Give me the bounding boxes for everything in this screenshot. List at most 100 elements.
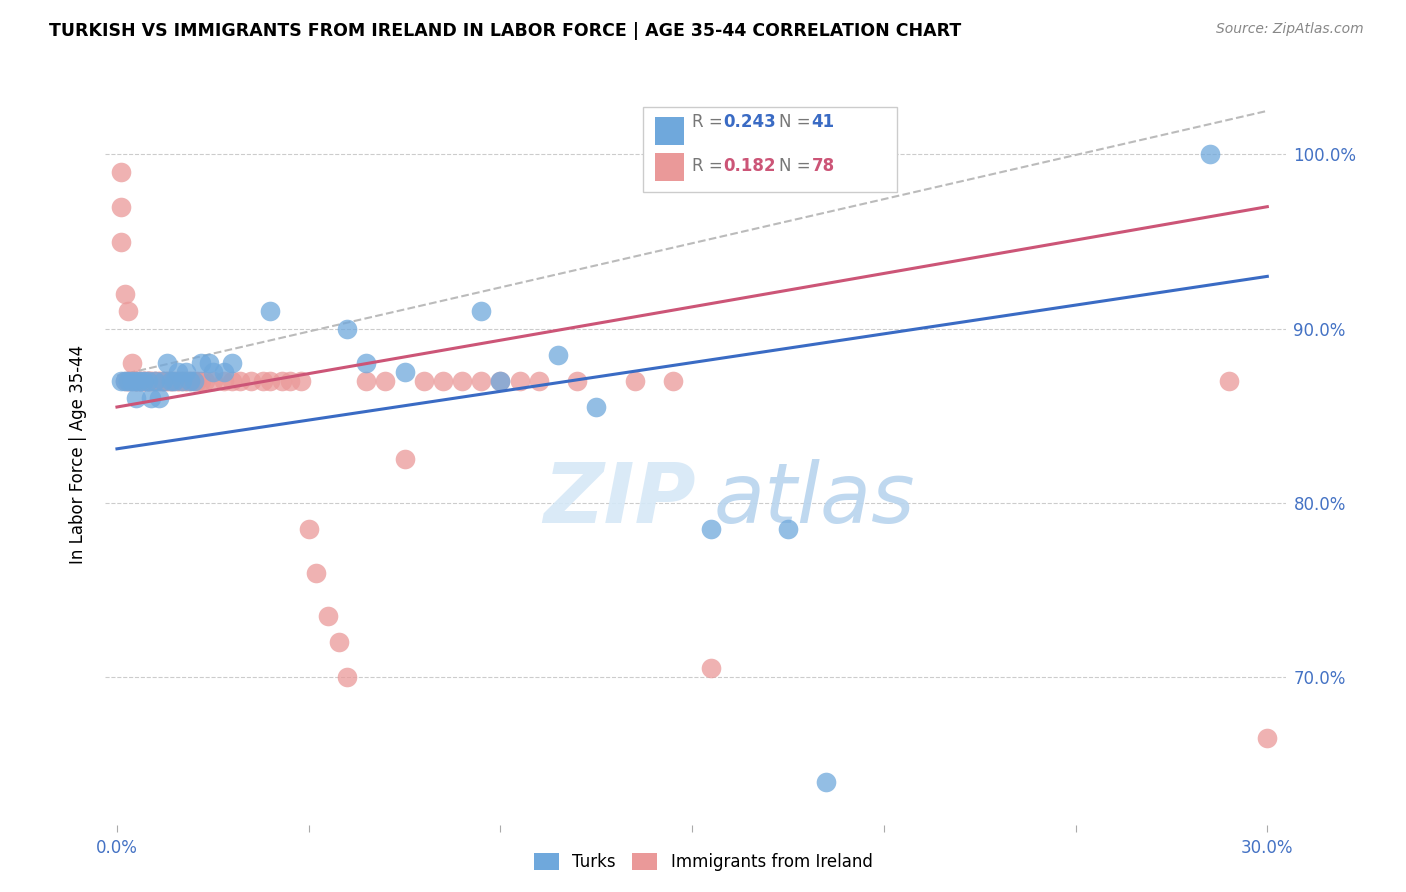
Point <box>125 374 148 388</box>
Point <box>328 635 350 649</box>
Point <box>129 374 152 388</box>
Point <box>201 365 224 379</box>
Point <box>451 374 474 388</box>
Point <box>121 374 143 388</box>
Y-axis label: In Labor Force | Age 35-44: In Labor Force | Age 35-44 <box>69 345 87 565</box>
Point <box>565 374 588 388</box>
Point <box>159 374 181 388</box>
Point <box>174 365 197 379</box>
Point <box>214 374 236 388</box>
Point <box>470 374 492 388</box>
Point <box>270 374 292 388</box>
Text: 78: 78 <box>811 157 835 175</box>
Point <box>221 356 243 370</box>
Point <box>136 374 159 388</box>
Point <box>1218 374 1240 388</box>
Point <box>190 374 212 388</box>
Point <box>136 374 159 388</box>
Point <box>156 374 179 388</box>
Point <box>198 356 221 370</box>
Text: N =: N = <box>779 112 815 131</box>
Point <box>110 235 132 249</box>
Text: 41: 41 <box>811 112 835 131</box>
Point <box>143 374 166 388</box>
Point <box>354 356 377 370</box>
Point <box>509 374 531 388</box>
Point <box>167 374 190 388</box>
Point <box>374 374 396 388</box>
Point <box>700 522 723 536</box>
Point <box>152 374 174 388</box>
Point <box>305 566 328 580</box>
Point <box>167 365 190 379</box>
Point <box>136 374 159 388</box>
Point <box>148 374 170 388</box>
Point <box>148 392 170 406</box>
Point <box>412 374 434 388</box>
Text: Source: ZipAtlas.com: Source: ZipAtlas.com <box>1216 22 1364 37</box>
Point <box>214 365 236 379</box>
Point <box>776 522 799 536</box>
Point <box>298 522 321 536</box>
Point <box>159 374 181 388</box>
Text: atlas: atlas <box>714 458 915 540</box>
Point <box>117 304 139 318</box>
Point <box>662 374 685 388</box>
Point <box>121 356 143 370</box>
Point <box>489 374 512 388</box>
Point <box>143 374 166 388</box>
Point <box>172 374 194 388</box>
Point <box>152 374 174 388</box>
Point <box>194 374 217 388</box>
Point <box>183 374 205 388</box>
Point <box>179 374 201 388</box>
Point <box>470 304 492 318</box>
Point <box>1256 731 1278 745</box>
Point <box>156 356 179 370</box>
Point <box>110 165 132 179</box>
Point <box>132 374 155 388</box>
Point <box>148 374 170 388</box>
Point <box>163 374 186 388</box>
Point <box>623 374 645 388</box>
Point <box>114 374 136 388</box>
Point <box>136 374 159 388</box>
Point <box>179 374 201 388</box>
Point <box>1198 147 1220 161</box>
Point <box>290 374 312 388</box>
Point <box>110 200 132 214</box>
Point <box>259 374 281 388</box>
Point <box>132 374 155 388</box>
Point <box>129 374 152 388</box>
Text: TURKISH VS IMMIGRANTS FROM IRELAND IN LABOR FORCE | AGE 35-44 CORRELATION CHART: TURKISH VS IMMIGRANTS FROM IRELAND IN LA… <box>49 22 962 40</box>
Point <box>125 374 148 388</box>
Text: 0.182: 0.182 <box>723 157 776 175</box>
Text: 0.243: 0.243 <box>723 112 776 131</box>
Point <box>489 374 512 388</box>
Point <box>221 374 243 388</box>
Point <box>201 374 224 388</box>
Point <box>141 392 163 406</box>
Point <box>174 374 197 388</box>
Point <box>527 374 550 388</box>
Point <box>167 374 190 388</box>
Point <box>152 374 174 388</box>
Point <box>143 374 166 388</box>
Point <box>125 374 148 388</box>
Point <box>354 374 377 388</box>
Text: ZIP: ZIP <box>543 458 696 540</box>
Text: R =: R = <box>692 157 728 175</box>
Point <box>172 374 194 388</box>
Point <box>174 374 197 388</box>
Point <box>125 392 148 406</box>
Point <box>252 374 274 388</box>
Point <box>125 374 148 388</box>
Point <box>132 374 155 388</box>
Point <box>129 374 152 388</box>
Point <box>432 374 454 388</box>
Point <box>259 304 281 318</box>
Point <box>278 374 301 388</box>
Point <box>129 374 152 388</box>
Bar <box>655 118 685 145</box>
Legend: Turks, Immigrants from Ireland: Turks, Immigrants from Ireland <box>526 845 880 880</box>
